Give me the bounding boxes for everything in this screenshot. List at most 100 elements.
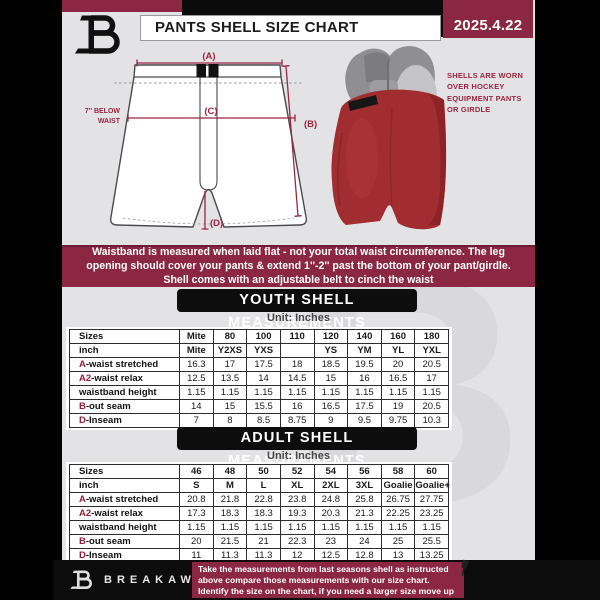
row-label: D-Inseam: [69, 413, 180, 428]
measurement-cell: 1.15: [212, 385, 248, 400]
adult-unit-label: Unit: Inches: [267, 450, 330, 462]
row-label: waistband height: [69, 520, 180, 535]
measurement-cell: 15: [212, 399, 248, 414]
measurement-cell: 9.75: [380, 413, 416, 428]
measurement-cell: 1.15: [279, 385, 315, 400]
dim-label-a: (A): [202, 51, 215, 62]
measurement-cell: 20.3: [313, 506, 349, 521]
measurement-cell: 17: [212, 357, 248, 372]
shorts-outline: [109, 64, 308, 228]
breakaway-logo-icon-footer: [70, 570, 92, 590]
row-label-accent: A: [79, 359, 86, 370]
measurement-cell: 1.15: [313, 520, 349, 535]
measurement-cell: 20: [179, 534, 214, 549]
measurement-cell: Mite: [179, 329, 214, 344]
row-label: inch: [69, 478, 180, 493]
measurement-cell: 20.5: [414, 357, 449, 372]
row-label: B-out seam: [69, 534, 180, 549]
measurement-cell: Goalie: [380, 478, 416, 493]
page-title: PANTS SHELL SIZE CHART: [140, 15, 441, 41]
measurement-cell: 17.3: [179, 506, 214, 521]
measurement-cell: 24.8: [313, 492, 349, 507]
measurement-cell: 16: [347, 371, 382, 386]
measurement-cell: 15.5: [246, 399, 281, 414]
row-label-accent: A2: [79, 508, 92, 519]
measurement-cell: 16: [279, 399, 315, 414]
measurement-cell: 26.75: [380, 492, 416, 507]
measurement-cell: 25.8: [347, 492, 382, 507]
measurement-cell: 21.3: [347, 506, 382, 521]
measurement-cell: 52: [279, 464, 315, 479]
measurement-cell: 48: [212, 464, 248, 479]
top-accent-strip: [62, 0, 182, 12]
pin-icon: [461, 559, 469, 576]
measurement-cell: 19: [380, 399, 416, 414]
adult-section-heading: ADULT SHELL MEASUREMENTS: [177, 427, 417, 469]
table-row: D-Inseam 11 11.3 11.3 12 12.5 12.8 13 13.25: [69, 548, 449, 563]
measurement-cell: 180: [414, 329, 449, 344]
footer-note-text: Take the measurements from last seasons …: [198, 564, 454, 600]
table-row: D-Inseam 7 8 8.5 8.75 9 9.5 9.75 10.3: [69, 413, 449, 428]
measurement-cell: 14: [246, 371, 281, 386]
row-label-accent: B: [79, 401, 86, 412]
measurement-cell: 20.5: [414, 399, 449, 414]
photo-caption-line: OVER HOCKEY: [447, 82, 505, 92]
measurement-cell: 1.15: [414, 520, 449, 535]
dim-label-c: (C): [204, 106, 217, 117]
measurement-cell: 14.5: [279, 371, 315, 386]
footer-logo: BREAKAWAY: [70, 566, 220, 594]
measurement-cell: S: [179, 478, 214, 493]
measurement-cell: 1.15: [380, 520, 416, 535]
measurement-cell: Goalie+: [414, 478, 450, 493]
footer-brand-wordmark: BREAKAWAY: [104, 574, 220, 586]
youth-unit-label: Unit: Inches: [267, 312, 330, 324]
breakaway-logo-icon: [74, 10, 126, 65]
photo-caption-line: EQUIPMENT PANTS: [447, 93, 522, 103]
measurement-cell: YXL: [414, 343, 449, 358]
table-row: Sizes Mite 80 100 110 120 140 160 180: [69, 329, 449, 344]
table-row: waistband height 1.15 1.15 1.15 1.15 1.15 1.15…: [69, 385, 449, 400]
banner-text: Waistband is measured when laid flat - n…: [86, 246, 511, 286]
measurement-cell: Mite: [179, 343, 214, 358]
row-label-accent: D: [79, 415, 86, 426]
measurement-cell: 7: [179, 413, 214, 428]
measurement-cell: 1.15: [347, 520, 382, 535]
measurement-cell: 10.3: [414, 413, 449, 428]
measurement-cell: 17: [414, 371, 449, 386]
measurement-cell: Y2XS: [212, 343, 248, 358]
date-badge: 2025.4.22: [443, 0, 533, 38]
measurement-cell: 3XL: [347, 478, 382, 493]
measurement-cell: 160: [380, 329, 416, 344]
table-row: A2-waist relax 12.5 13.5 14 14.5 15 16 16.5 17: [69, 371, 449, 386]
measurement-cell: 14: [179, 399, 214, 414]
measurement-cell: 1.15: [347, 385, 382, 400]
measurement-cell: 19.3: [279, 506, 315, 521]
measurement-cell: 16.5: [313, 399, 349, 414]
measurement-cell: 1.15: [414, 385, 449, 400]
measurement-cell: 21.8: [212, 492, 248, 507]
table-row: Sizes 46 48 50 52 54 56 58 60: [69, 464, 449, 479]
measurement-cell: 18.3: [212, 506, 248, 521]
pants-measurement-diagram: (A) (C) (B) (D) 7'' BELOW WAIST: [85, 51, 317, 230]
row-label: inch: [69, 343, 180, 358]
table-row: A2-waist relax 17.3 18.3 18.3 19.3 20.3 21.3 22…: [69, 506, 449, 521]
table-row: A-waist stretched 16.3 17 17.5 18 18.5 19.5 20 2…: [69, 357, 449, 372]
youth-measurements-table: Sizes Mite 80 100 110 120 140 160 180 inch Mite Y2X…: [69, 329, 449, 428]
measurement-cell: 110: [279, 329, 315, 344]
measurement-cell: 46: [179, 464, 214, 479]
measurement-cell: 16.3: [179, 357, 214, 372]
table-row: B-out seam 14 15 15.5 16 16.5 17.5 19 20.5: [69, 399, 449, 414]
table-row: waistband height 1.15 1.15 1.15 1.15 1.15 1.15…: [69, 520, 449, 535]
row-label: waistband height: [69, 385, 180, 400]
measurement-cell: 23.8: [279, 492, 315, 507]
waist-note-line1: 7'' BELOW: [85, 108, 121, 115]
adult-table-wrap: Sizes 46 48 50 52 54 56 58 60 inch S M L XL 2XL 3XL Goal…: [66, 462, 452, 565]
measurement-cell: 58: [380, 464, 416, 479]
table-row: B-out seam 20 21.5 21 22.3 23 24 25 25.5: [69, 534, 449, 549]
row-label: B-out seam: [69, 399, 180, 414]
measurement-cell: 13.5: [212, 371, 248, 386]
table-row: inch S M L XL 2XL 3XL Goalie Goalie+: [69, 478, 450, 493]
measurement-cell: 60: [414, 464, 449, 479]
measurement-cell: 27.75: [414, 492, 449, 507]
